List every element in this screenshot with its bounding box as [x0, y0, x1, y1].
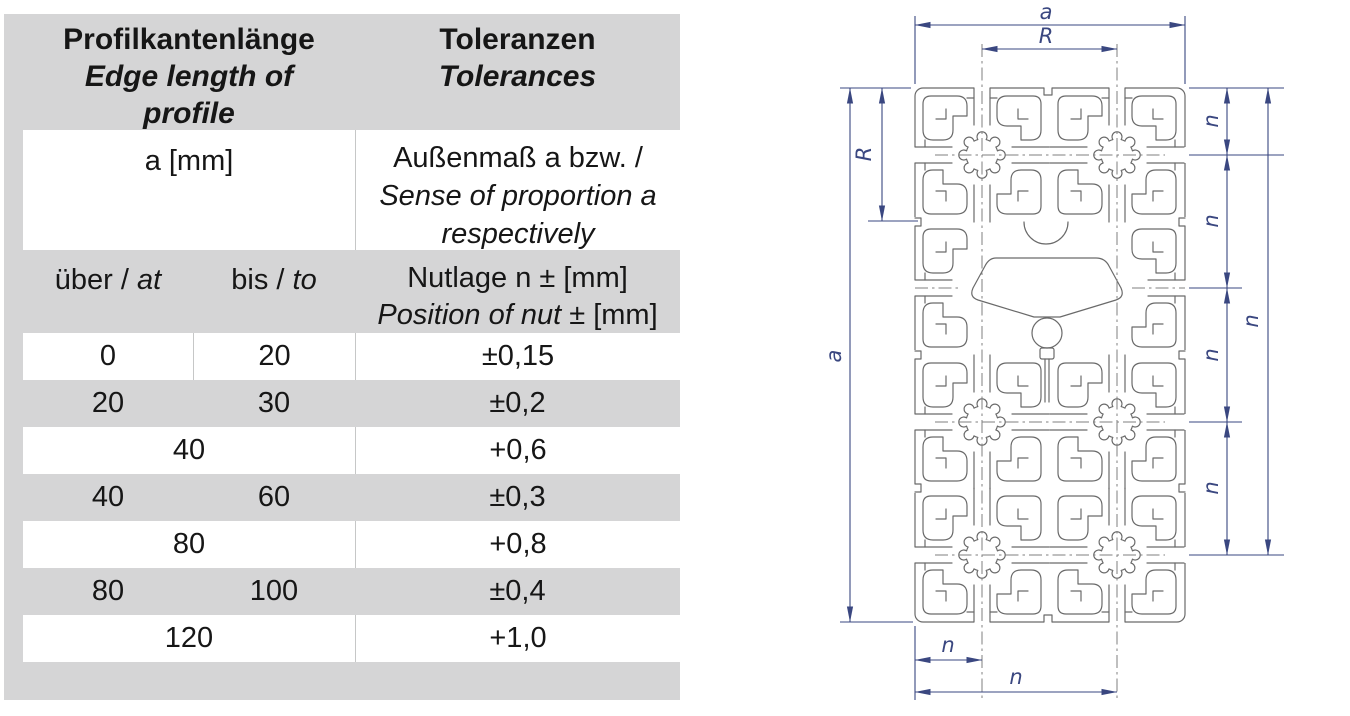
to-de: bis / [231, 264, 285, 296]
cell-tolerance: +1,0 [355, 615, 680, 662]
dimensions: a R R a n n n n n n n [822, 0, 1284, 700]
nut-position-en: Position of nut ± [mm] [355, 297, 680, 334]
cell-to-value: 20 [193, 333, 355, 380]
outer-dimension-de: Außenmaß a bzw. / [393, 142, 643, 174]
cell-tolerance: ±0,3 [489, 481, 546, 513]
cell-over: über / at [23, 250, 193, 333]
boundary-notches [914, 87, 1186, 623]
center-cavity-band [914, 221, 1186, 403]
header-edge-length: Profilkantenlänge Edge length of profile [23, 21, 355, 130]
header-edge-length-en2: profile [143, 97, 235, 130]
table-row: 0 20 ±0,15 [23, 333, 680, 380]
dim-label-n-2: n [1199, 214, 1223, 227]
table-row: 20 30 ±0,2 [23, 380, 680, 427]
cell-over-value: 40 [91, 481, 125, 513]
table-row: 40 60 ±0,3 [23, 474, 680, 521]
table-row: 120 +1,0 [23, 615, 680, 662]
cell-single-value: 80 [172, 528, 206, 560]
dim-label-r-top: R [1039, 24, 1054, 48]
dim-label-n-3: n [1199, 348, 1223, 361]
outer-dimension-en1: Sense of proportion a [379, 180, 657, 212]
table-row: 40 +0,6 [23, 427, 680, 474]
cell-to: bis / to [193, 250, 355, 333]
cell-over-value: 80 [91, 575, 125, 607]
profile-drawing: a R R a n n n n n n n [822, 0, 1284, 700]
dim-label-n-bottom-1: n [941, 633, 954, 657]
dim-label-n-total: n [1239, 314, 1263, 327]
cell-over-value: 20 [91, 387, 125, 419]
cell-to-value: 60 [257, 481, 291, 513]
cell-single-value: 40 [172, 434, 206, 466]
dim-label-n-1: n [1199, 114, 1223, 127]
cell-tolerance: ±0,15 [355, 333, 680, 380]
extension-lines [840, 16, 1284, 700]
cell-nut-position: Nutlage n ± [mm] Position of nut ± [mm] [355, 250, 680, 333]
table-main: Profilkantenlänge Edge length of profile… [23, 14, 680, 700]
cell-tolerance: ±0,2 [489, 387, 546, 419]
header-tolerances: Toleranzen Tolerances [355, 21, 680, 130]
cell-outer-dimension: Außenmaß a bzw. / Sense of proportion a … [355, 130, 680, 250]
dim-label-a-left: a [822, 350, 846, 363]
table-subheader-dimension: a [mm] Außenmaß a bzw. / Sense of propor… [23, 130, 680, 250]
table-header-row: Profilkantenlänge Edge length of profile… [23, 14, 680, 130]
table-bottom-strip [23, 662, 680, 700]
table-left-gutter [4, 14, 23, 700]
cell-tolerance: +0,8 [355, 521, 680, 568]
header-edge-length-de: Profilkantenlänge [63, 23, 315, 56]
over-de: über / [54, 264, 129, 296]
dim-label-a-top: a [1040, 0, 1053, 24]
dim-label-n-4: n [1199, 481, 1223, 494]
header-tolerances-en: Tolerances [438, 60, 597, 93]
table-row: 80 +0,8 [23, 521, 680, 568]
header-tolerances-de: Toleranzen [439, 23, 596, 56]
nut-position-de: Nutlage n ± [mm] [407, 262, 628, 294]
to-en: to [292, 264, 317, 296]
dim-label-r-left: R [852, 147, 876, 162]
cell-single-value: 120 [164, 622, 214, 654]
table-row: 80 100 ±0,4 [23, 568, 680, 615]
cell-to-value: 30 [257, 387, 291, 419]
nut-position-en-rest: ± [mm] [569, 299, 658, 331]
cell-to-value: 100 [249, 575, 299, 607]
over-en: at [137, 264, 162, 296]
center-lines [915, 44, 1185, 700]
tolerance-table: Profilkantenlänge Edge length of profile… [4, 14, 680, 700]
table-subheader-range: über / at bis / to Nutlage n ± [mm] Posi… [23, 250, 680, 333]
dim-label-n-bottom-2: n [1009, 665, 1022, 689]
cell-tolerance: ±0,4 [489, 575, 546, 607]
cell-over-value: 0 [99, 340, 117, 372]
profile-cross-section [910, 83, 1190, 625]
cell-tolerance: +0,6 [355, 427, 680, 474]
cell-a-mm: a [mm] [144, 145, 234, 177]
outer-dimension-en2: respectively [441, 218, 595, 250]
nut-position-en-italic: Position of nut [377, 299, 562, 331]
slot-lips [924, 97, 1176, 613]
header-edge-length-en1: Edge length of [84, 60, 294, 93]
